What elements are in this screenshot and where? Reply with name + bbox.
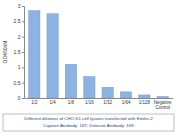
tick-mark xyxy=(22,98,24,99)
axis-line xyxy=(25,98,174,99)
tick: 1.5 xyxy=(14,49,24,55)
bar xyxy=(29,11,40,98)
x-axis: 1/2 1/4 1/8 1/16 1/32 1/64 1/128NegativeContro… xyxy=(25,98,174,110)
bar xyxy=(139,95,150,98)
tick: 1 xyxy=(18,64,24,70)
tick-mark xyxy=(22,67,24,68)
tick-label: 1/128 xyxy=(139,100,151,105)
tick: 1/64 xyxy=(122,98,131,105)
tick: 1/16 xyxy=(85,98,94,105)
tick: 1/4 xyxy=(49,98,56,105)
tick-label: 0 xyxy=(18,95,21,101)
tick: 3 xyxy=(18,3,24,9)
tick-label: 1/2 xyxy=(31,100,38,105)
tick-label: 1/8 xyxy=(68,100,75,105)
tick-label: 3 xyxy=(18,3,21,9)
annotation: Different dilutions of CHO-K1 cell lysat… xyxy=(24,116,153,121)
tick-label: 1 xyxy=(18,64,21,70)
tick-mark xyxy=(22,21,24,22)
tick: 2.5 xyxy=(14,18,24,24)
tick-mark xyxy=(22,6,24,7)
bar xyxy=(47,14,58,98)
tick: 0 xyxy=(18,95,24,101)
chart: 0 0.5 1 1.5 2 2.5 3 1/2 1/4 1/8 1/16 1/32 1/64 1/128N… xyxy=(0,0,177,137)
tick: 1/32 xyxy=(103,98,112,105)
tick: 1/8 xyxy=(68,98,75,105)
tick-mark xyxy=(22,52,24,53)
tick-label: 1/16 xyxy=(85,100,94,105)
tick-label: 0.5 xyxy=(14,80,21,86)
tick-label: 1/32 xyxy=(103,100,112,105)
tick-label: NegativeControl xyxy=(154,100,172,110)
bar xyxy=(65,64,76,98)
bars xyxy=(29,11,169,98)
tick-mark xyxy=(22,83,24,84)
bar xyxy=(157,96,168,98)
tick-label: 2.5 xyxy=(14,18,21,24)
annotation: Capture Antibody: 167; Detector Antibody… xyxy=(43,123,134,128)
tick-label-line: Control xyxy=(155,105,170,110)
axis-line xyxy=(22,7,25,99)
tick: 1/128 xyxy=(139,98,151,105)
tick-label: 2 xyxy=(18,34,21,40)
tick: NegativeControl xyxy=(154,98,172,110)
plot: 0 0.5 1 1.5 2 2.5 3 1/2 1/4 1/8 1/16 1/32 1/64 1/128N… xyxy=(14,3,174,110)
bar xyxy=(102,87,113,98)
axis-title: OD450nM xyxy=(2,41,8,64)
tick: 2 xyxy=(18,34,24,40)
y-axis: 0 0.5 1 1.5 2 2.5 3 xyxy=(14,3,25,101)
tick-label: 1.5 xyxy=(14,49,21,55)
tick: 0.5 xyxy=(14,80,24,86)
tick: 1/2 xyxy=(31,98,38,105)
tick-mark xyxy=(22,37,24,38)
bar xyxy=(84,77,95,98)
annotation-box xyxy=(3,114,174,131)
bar xyxy=(120,92,131,98)
tick-label: 1/64 xyxy=(122,100,131,105)
tick-label: 1/4 xyxy=(49,100,56,105)
